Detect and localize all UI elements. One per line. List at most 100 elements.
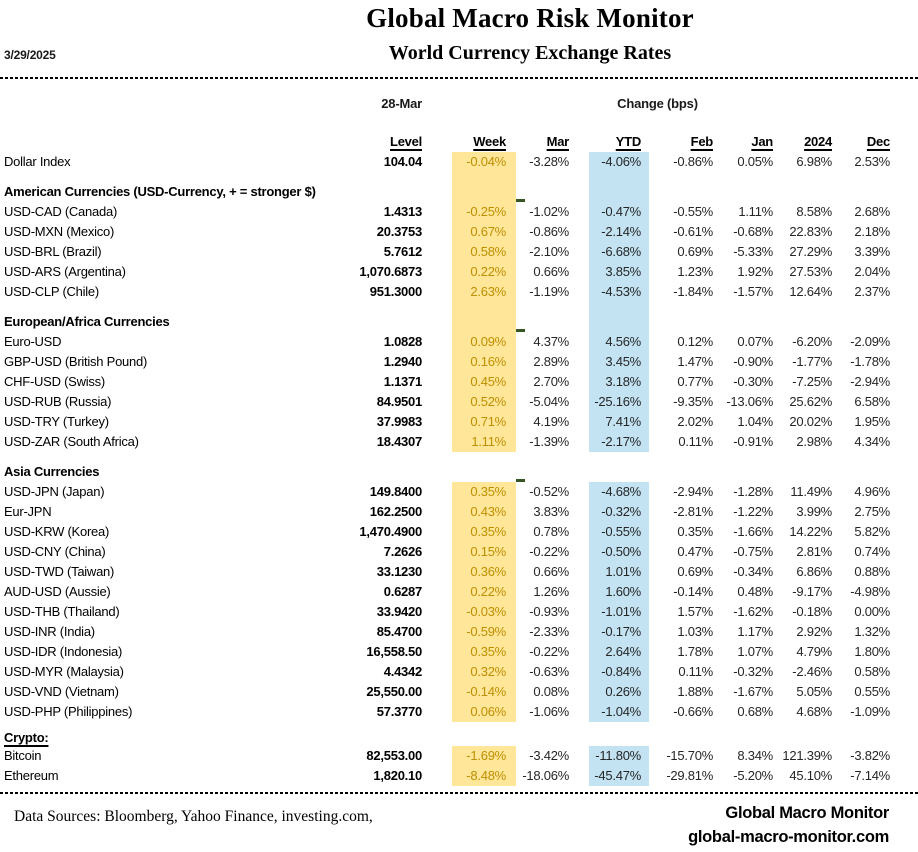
cell-label: European/Africa Currencies bbox=[4, 314, 170, 329]
cell-label: USD-INR (India) bbox=[4, 624, 95, 639]
cell-week: 0.35% bbox=[452, 522, 516, 542]
col-gap bbox=[422, 730, 452, 746]
cell-ytd: -0.47% bbox=[589, 202, 649, 222]
header-dec: Dec bbox=[866, 134, 890, 149]
col-gap bbox=[579, 182, 589, 202]
cell-ytd bbox=[589, 302, 649, 312]
table-row: USD-ARS (Argentina) 1,070.6873 0.22% 0.66% 3… bbox=[4, 262, 892, 282]
cell-week: 2.63% bbox=[452, 282, 516, 302]
col-gap bbox=[422, 302, 452, 312]
cell-week bbox=[452, 172, 516, 182]
rates-table: Level Week Mar YTD Feb Jan 2024 Dec Doll… bbox=[4, 132, 892, 786]
header-mar: Mar bbox=[546, 134, 570, 149]
cell-mar: -2.33% bbox=[529, 624, 569, 639]
brand-name: Global Macro Monitor bbox=[725, 804, 889, 822]
table-row: USD-CNY (China) 7.2626 0.15% -0.22% -0.50% 0.… bbox=[4, 542, 892, 562]
cell-level bbox=[334, 312, 422, 332]
cell-mar: -1.19% bbox=[529, 284, 569, 299]
cell-level bbox=[334, 302, 422, 312]
cell-feb bbox=[649, 182, 714, 202]
cell-dec: -1.09% bbox=[850, 704, 890, 719]
cell-level bbox=[334, 462, 422, 482]
cell-feb bbox=[649, 172, 714, 182]
cell-label bbox=[4, 722, 334, 730]
cell-week: 0.67% bbox=[452, 222, 516, 242]
col-gap bbox=[579, 746, 589, 766]
cell-dec bbox=[834, 302, 892, 312]
cell-jan bbox=[714, 302, 774, 312]
spacer-row bbox=[4, 302, 892, 312]
cell-2024 bbox=[774, 462, 834, 482]
cell-dec: 2.68% bbox=[854, 204, 890, 219]
col-gap bbox=[579, 412, 589, 432]
change-group-label: Change (bps) bbox=[617, 96, 698, 111]
col-gap bbox=[422, 452, 452, 462]
cell-jan: -0.75% bbox=[733, 544, 773, 559]
cell-jan: -0.34% bbox=[733, 564, 773, 579]
table-row: USD-TWD (Taiwan) 33.1230 0.36% 0.66% 1.01% 0.… bbox=[4, 562, 892, 582]
cell-feb: 1.88% bbox=[677, 684, 713, 699]
cell-dec: 4.96% bbox=[854, 484, 890, 499]
cell-level: 1.4313 bbox=[383, 204, 423, 219]
cell-dec: -2.09% bbox=[850, 334, 890, 349]
cell-mar: 2.70% bbox=[533, 374, 569, 389]
cell-mar: 0.66% bbox=[533, 564, 569, 579]
cell-ytd: 3.18% bbox=[589, 372, 649, 392]
cell-week: 0.09% bbox=[452, 332, 516, 352]
cell-2024: -9.17% bbox=[792, 584, 832, 599]
table-row: Dollar Index 104.04 -0.04% -3.28% -4.06% -0.8… bbox=[4, 152, 892, 172]
cell-label: GBP-USD (British Pound) bbox=[4, 354, 148, 369]
cell-week: 0.52% bbox=[452, 392, 516, 412]
cell-level: 18.4307 bbox=[376, 434, 423, 449]
cell-week: 0.15% bbox=[452, 542, 516, 562]
col-gap bbox=[579, 662, 589, 682]
col-gap bbox=[422, 722, 452, 730]
bottom-divider bbox=[0, 792, 918, 794]
cell-2024: 2.81% bbox=[796, 544, 832, 559]
cell-dec bbox=[834, 312, 892, 332]
cell-mar: 4.19% bbox=[533, 414, 569, 429]
cell-label: USD-CNY (China) bbox=[4, 544, 106, 559]
cell-level: 4.4342 bbox=[383, 664, 423, 679]
brand-site: global-macro-monitor.com bbox=[688, 828, 889, 846]
cell-mar: -3.28% bbox=[529, 154, 569, 169]
cell-feb: 0.12% bbox=[677, 334, 713, 349]
cell-2024: -7.25% bbox=[792, 374, 832, 389]
col-gap bbox=[579, 452, 589, 462]
cell-2024: 14.22% bbox=[789, 524, 832, 539]
cell-level bbox=[334, 722, 422, 730]
table-row: USD-MYR (Malaysia) 4.4342 0.32% -0.63% -0.84… bbox=[4, 662, 892, 682]
table-row: USD-IDR (Indonesia) 16,558.50 0.35% -0.22% 2… bbox=[4, 642, 892, 662]
header-week: Week bbox=[473, 134, 506, 149]
col-gap bbox=[422, 152, 452, 172]
cell-week: -8.48% bbox=[452, 766, 516, 786]
cell-mar: 2.89% bbox=[533, 354, 569, 369]
col-gap bbox=[422, 682, 452, 702]
cell-label: USD-RUB (Russia) bbox=[4, 394, 112, 409]
cell-2024: 11.49% bbox=[790, 484, 832, 499]
cell-ytd: -0.32% bbox=[589, 502, 649, 522]
cell-mar bbox=[516, 452, 579, 462]
cell-feb: -2.81% bbox=[673, 504, 713, 519]
table-row: USD-INR (India) 85.4700 -0.59% -2.33% -0.17%… bbox=[4, 622, 892, 642]
cell-jan: -0.32% bbox=[733, 664, 773, 679]
cell-feb: -9.35% bbox=[673, 394, 713, 409]
cell-feb: 0.11% bbox=[678, 664, 713, 679]
cell-mar bbox=[516, 462, 579, 482]
report-header: Global Macro Risk Monitor World Currency… bbox=[142, 3, 918, 65]
cell-label: USD-TWD (Taiwan) bbox=[4, 564, 115, 579]
cell-mar bbox=[516, 172, 579, 182]
col-gap bbox=[422, 282, 452, 302]
cell-mar: -1.02% bbox=[516, 199, 579, 222]
cell-jan: -0.68% bbox=[733, 224, 773, 239]
cell-label: Euro-USD bbox=[4, 334, 62, 349]
cell-jan: 1.11% bbox=[738, 204, 773, 219]
cell-label: USD-KRW (Korea) bbox=[4, 524, 110, 539]
col-gap bbox=[422, 622, 452, 642]
table-header-row: Level Week Mar YTD Feb Jan 2024 Dec bbox=[4, 132, 892, 152]
col-gap bbox=[422, 522, 452, 542]
cell-feb: -0.66% bbox=[673, 704, 713, 719]
cell-label: USD-BRL (Brazil) bbox=[4, 244, 102, 259]
cell-feb bbox=[649, 722, 714, 730]
cell-dec: 6.58% bbox=[854, 394, 890, 409]
